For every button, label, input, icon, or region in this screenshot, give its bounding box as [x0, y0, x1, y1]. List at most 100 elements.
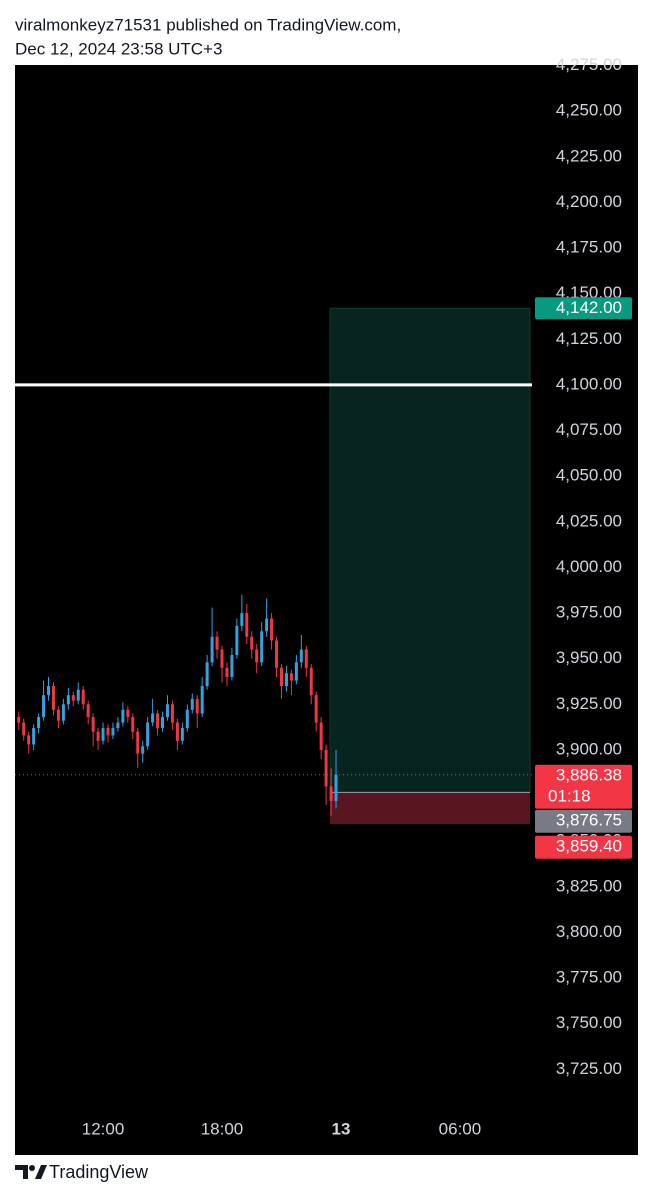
entry-label: 3,876.75 [556, 810, 622, 829]
candle-body [151, 713, 155, 723]
candle-body [161, 717, 165, 729]
header-line: Dec 12, 2024 23:58 UTC+3 [15, 39, 222, 58]
candle-body [86, 704, 90, 718]
y-tick-label: 4,025.00 [556, 511, 622, 530]
last-price-label: 3,886.38 [556, 765, 622, 784]
candle-body [289, 673, 293, 681]
candle-body [101, 728, 105, 741]
y-tick-label: 3,925.00 [556, 694, 622, 713]
candle-body [71, 695, 75, 701]
candle-body [225, 667, 229, 677]
x-tick-label: 13 [332, 1119, 351, 1138]
y-tick-label: 4,275.00 [556, 55, 622, 74]
candle-body [156, 713, 160, 729]
candle-body [32, 728, 36, 745]
candle-body [56, 709, 60, 721]
candle-body [96, 731, 100, 741]
candle-body [309, 667, 313, 696]
y-tick-label: 4,200.00 [556, 192, 622, 211]
candle-body [324, 749, 328, 787]
logo [15, 1165, 47, 1179]
candle-body [76, 689, 80, 701]
y-tick-label: 3,950.00 [556, 648, 622, 667]
candle-body [66, 695, 70, 705]
y-tick-label: 4,075.00 [556, 420, 622, 439]
y-tick-label: 3,750.00 [556, 1013, 622, 1032]
candle-body [250, 636, 254, 650]
y-tick-label: 4,175.00 [556, 238, 622, 257]
candle-body [319, 722, 323, 750]
y-tick-label: 4,250.00 [556, 101, 622, 120]
header-line: viralmonkeyz71531 published on TradingVi… [15, 15, 401, 34]
candle-body [304, 649, 308, 668]
entry-label-box [535, 809, 632, 833]
candle-body [126, 709, 130, 718]
candle-body [240, 613, 244, 626]
candle-body [42, 695, 46, 718]
y-tick-label: 3,725.00 [556, 1059, 622, 1078]
profit-zone [329, 307, 531, 793]
y-tick-label: 4,125.00 [556, 329, 622, 348]
candle-body [22, 722, 26, 736]
y-tick-label: 3,800.00 [556, 922, 622, 941]
candle-body [220, 649, 224, 668]
candle-body [294, 662, 298, 681]
candle-body [111, 728, 115, 736]
candle-body [314, 695, 318, 723]
y-tick-label: 4,225.00 [556, 146, 622, 165]
candle-body [170, 704, 174, 723]
candle-body [255, 649, 259, 663]
loss-zone [330, 792, 530, 825]
y-tick-label: 4,000.00 [556, 557, 622, 576]
y-tick-label: 4,100.00 [556, 374, 622, 393]
last-price-box [535, 764, 632, 809]
y-tick-label: 4,050.00 [556, 466, 622, 485]
candle-body [210, 636, 214, 663]
candle-body [200, 686, 204, 714]
candle-body [106, 728, 110, 736]
candle-body [299, 649, 303, 663]
candle-body [61, 704, 65, 721]
candle-body [245, 613, 249, 637]
candle-body [334, 774, 338, 802]
chart-background [15, 65, 638, 1155]
candle-body [141, 746, 145, 754]
candle-body [190, 698, 194, 710]
target-label: 4,142.00 [556, 298, 622, 317]
candle-body [275, 640, 279, 668]
candle-body [260, 631, 264, 663]
candle-body [91, 717, 95, 732]
target-label-box [535, 297, 632, 320]
candle-body [131, 717, 135, 732]
y-tick-label: 3,900.00 [556, 739, 622, 758]
candle-body [215, 636, 219, 650]
candle-body [51, 686, 55, 710]
candle-body [329, 786, 333, 802]
countdown: 01:18 [548, 786, 591, 805]
stop-label: 3,859.40 [556, 836, 622, 855]
candle-body [230, 655, 234, 677]
candle-body [175, 722, 179, 741]
y-tick-label: 3,775.00 [556, 968, 622, 987]
y-tick-label: 3,825.00 [556, 876, 622, 895]
candle-body [116, 722, 120, 729]
candle-body [146, 722, 150, 747]
candle-body [165, 704, 169, 718]
candle-body [17, 717, 21, 723]
candle-body [37, 717, 41, 729]
candle-body [136, 731, 140, 754]
candle-body [270, 618, 274, 641]
candle-body [47, 686, 51, 696]
candle-body [27, 735, 31, 745]
candle-body [279, 667, 283, 687]
y-tick-label: 3,975.00 [556, 603, 622, 622]
x-tick-label: 18:00 [201, 1119, 244, 1138]
candle-body [265, 618, 269, 632]
brand: TradingView [49, 1162, 149, 1182]
candle-body [235, 625, 239, 656]
plot: 3,725.00 3,750.00 3,775.00 3,800.00 3,825.00… [15, 55, 632, 1138]
candle-body [81, 689, 85, 705]
candle-body [121, 709, 125, 723]
